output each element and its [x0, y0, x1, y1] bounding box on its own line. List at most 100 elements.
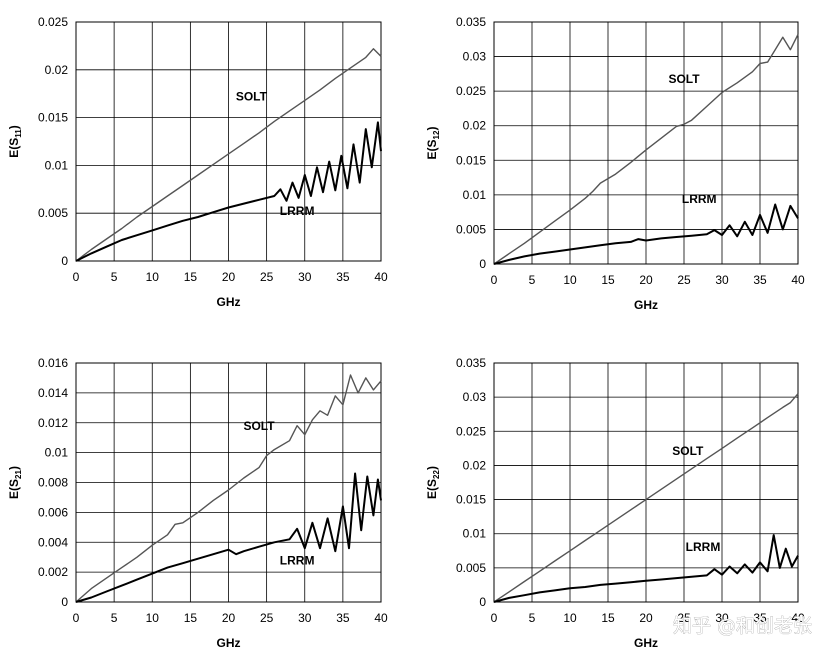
y-tick-label: 0.015 — [456, 153, 486, 167]
x-axis-label: GHz — [634, 636, 658, 650]
y-tick-label: 0.03 — [463, 50, 487, 64]
y-tick-label: 0.005 — [38, 206, 68, 220]
y-tick-label: 0.025 — [38, 15, 68, 29]
y-tick-label: 0.01 — [463, 188, 487, 202]
x-axis-label: GHz — [634, 298, 658, 312]
x-tick-label: 10 — [563, 611, 577, 625]
plot-frame — [75, 362, 382, 603]
x-tick-label: 10 — [146, 270, 160, 284]
y-tick-label: 0.014 — [38, 386, 68, 400]
y-tick-label: 0 — [479, 595, 486, 609]
x-tick-label: 5 — [111, 611, 118, 625]
series-line-lrrm — [75, 472, 382, 603]
y-tick-label: 0.012 — [38, 416, 68, 430]
series-annotation: LRRM — [686, 540, 721, 554]
y-tick-label: 0.025 — [456, 84, 486, 98]
x-tick-label: 0 — [73, 611, 80, 625]
x-tick-label: 0 — [491, 273, 498, 287]
x-tick-label: 40 — [791, 273, 805, 287]
series-annotation: SOLT — [668, 72, 700, 86]
y-tick-label: 0.035 — [456, 356, 486, 370]
x-tick-label: 0 — [491, 611, 498, 625]
y-tick-label: 0.015 — [456, 493, 486, 507]
series-annotation: SOLT — [672, 444, 704, 458]
series-line-solt — [493, 393, 799, 603]
y-axis-label-subscript: 21 — [14, 469, 23, 478]
y-tick-label: 0 — [61, 254, 68, 268]
y-tick-label: 0.03 — [463, 390, 487, 404]
series-annotation: SOLT — [236, 89, 268, 103]
y-tick-label: 0.02 — [463, 119, 487, 133]
x-tick-label: 20 — [639, 273, 653, 287]
x-tick-label: 25 — [260, 270, 274, 284]
y-tick-label: 0.02 — [463, 458, 487, 472]
y-axis-label-subscript: 11 — [14, 129, 23, 138]
y-tick-label: 0.006 — [38, 505, 68, 519]
x-tick-label: 30 — [715, 273, 729, 287]
x-tick-label: 25 — [677, 273, 691, 287]
y-axis-label: E(S21) — [7, 466, 23, 499]
x-tick-label: 30 — [298, 270, 312, 284]
y-tick-label: 0.002 — [38, 565, 68, 579]
x-tick-label: 0 — [73, 270, 80, 284]
x-tick-label: 40 — [374, 270, 388, 284]
x-tick-label: 5 — [111, 270, 118, 284]
series-line-lrrm — [75, 121, 382, 262]
y-axis-label: E(S11) — [7, 125, 23, 157]
x-tick-label: 15 — [184, 611, 198, 625]
chart-e-s21: 0 5 10 15 20 25 30 35 40 0 0.002 0.004 0.006 0.008 0.0… — [7, 356, 388, 650]
series-line-lrrm — [493, 203, 799, 265]
x-tick-label: 10 — [563, 273, 577, 287]
x-tick-label: 30 — [298, 611, 312, 625]
y-tick-label: 0.005 — [456, 222, 486, 236]
y-axis-label: E(S22) — [425, 466, 441, 499]
x-tick-label: 35 — [753, 611, 767, 625]
plot-frame — [493, 362, 799, 603]
chart-e-s22: 0 5 10 15 20 25 30 35 40 0 0.005 0.01 0.015 0.02 0.025… — [425, 356, 805, 650]
x-tick-label: 5 — [529, 611, 536, 625]
plot-frame — [493, 21, 799, 265]
x-tick-label: 25 — [260, 611, 274, 625]
y-tick-label: 0.008 — [38, 476, 68, 490]
series-annotation: LRRM — [682, 192, 717, 206]
chart-e-s11: 0 5 10 15 20 25 30 35 40 0 0.005 0.01 0.015 0.02 0.025… — [7, 15, 388, 309]
y-tick-label: 0.01 — [45, 158, 69, 172]
y-tick-label: 0.025 — [456, 424, 486, 438]
watermark-text: 知乎 @和创老张 — [673, 615, 812, 637]
x-tick-label: 40 — [374, 611, 388, 625]
series-annotation: SOLT — [243, 419, 275, 433]
y-tick-label: 0.015 — [38, 111, 68, 125]
series-line-solt — [75, 48, 382, 262]
y-tick-label: 0.02 — [45, 63, 69, 77]
y-tick-label: 0.005 — [456, 561, 486, 575]
y-tick-label: 0.035 — [456, 15, 486, 29]
x-tick-label: 15 — [601, 611, 615, 625]
series-line-lrrm — [493, 534, 799, 603]
y-tick-label: 0.01 — [45, 446, 69, 460]
x-tick-label: 20 — [639, 611, 653, 625]
x-tick-label: 15 — [601, 273, 615, 287]
x-tick-label: 35 — [336, 611, 350, 625]
chart-e-s12: 0 5 10 15 20 25 30 35 40 0 0.005 0.01 0.015 0.02 0.025… — [425, 15, 805, 312]
x-axis-label: GHz — [217, 636, 241, 650]
series-annotation: LRRM — [280, 204, 315, 218]
y-tick-label: 0 — [479, 257, 486, 271]
x-tick-label: 15 — [184, 270, 198, 284]
series-line-solt — [493, 34, 799, 265]
series-annotation: LRRM — [280, 554, 315, 568]
series-line-solt — [75, 374, 382, 603]
x-tick-label: 30 — [715, 611, 729, 625]
y-tick-label: 0 — [61, 595, 68, 609]
y-tick-label: 0.004 — [38, 535, 68, 549]
x-tick-label: 10 — [146, 611, 160, 625]
y-tick-label: 0.01 — [463, 527, 487, 541]
x-tick-label: 5 — [529, 273, 536, 287]
x-tick-label: 35 — [753, 273, 767, 287]
x-tick-label: 25 — [677, 611, 691, 625]
x-tick-label: 20 — [222, 270, 236, 284]
x-tick-label: 20 — [222, 611, 236, 625]
x-tick-label: 35 — [336, 270, 350, 284]
y-axis-label-subscript: 22 — [432, 469, 441, 478]
x-axis-label: GHz — [217, 295, 241, 309]
